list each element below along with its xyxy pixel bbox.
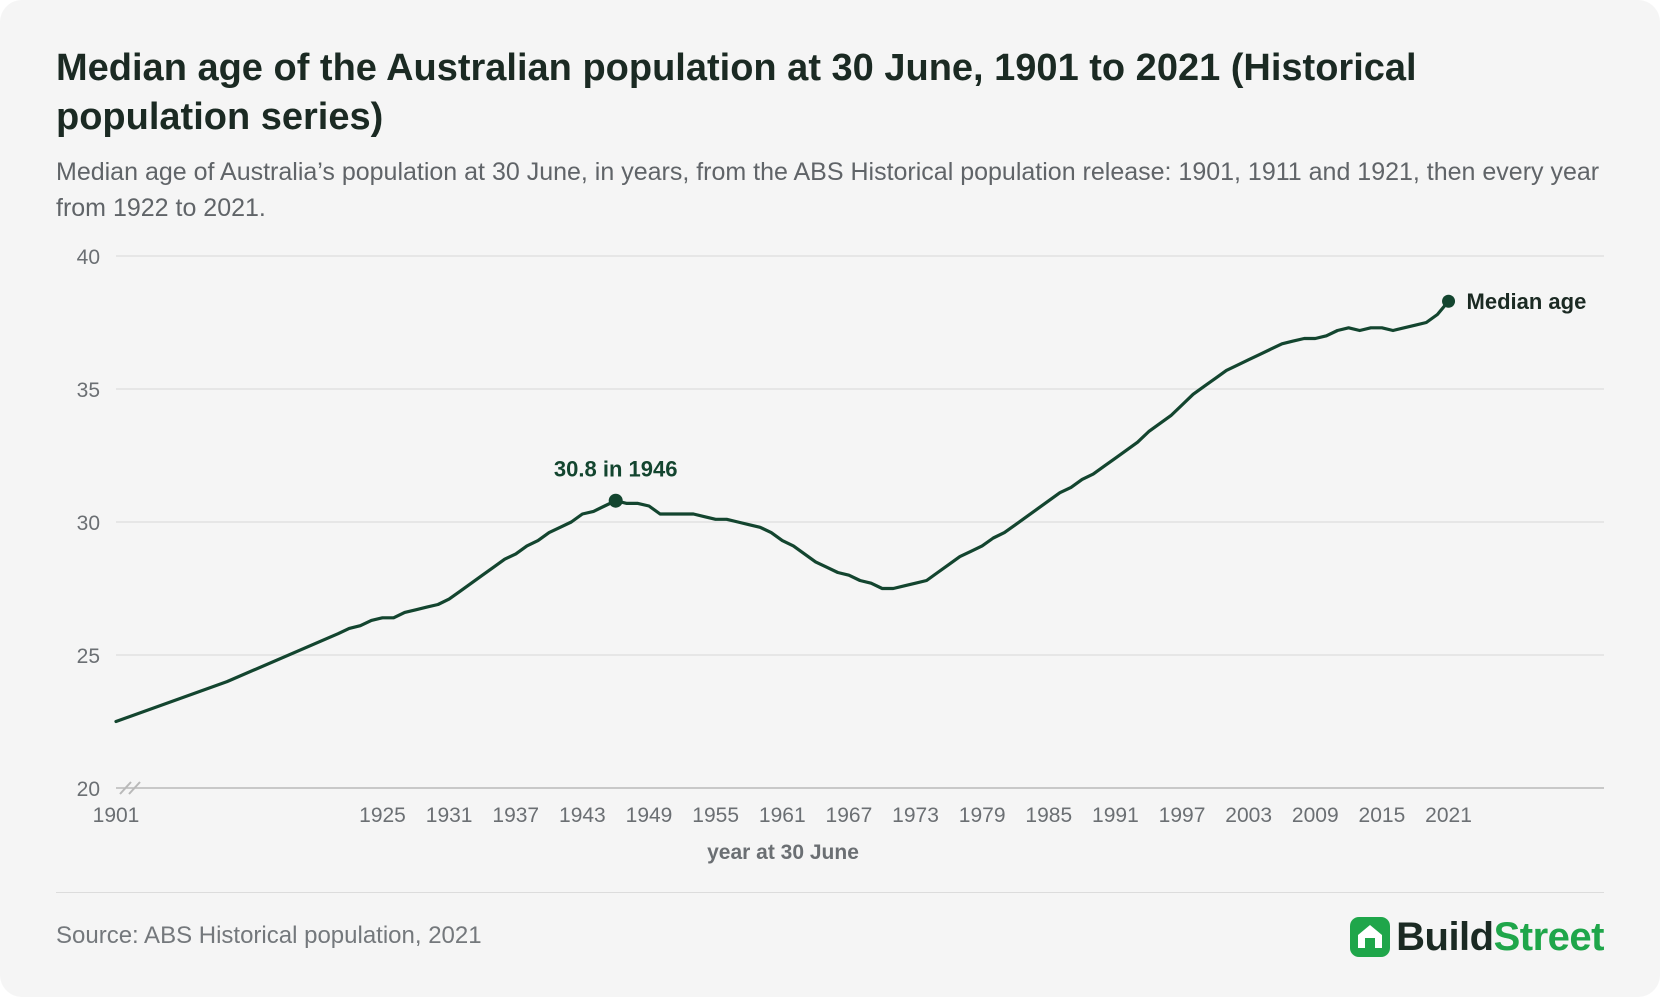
annotation-dot-1946 <box>608 493 623 508</box>
annotation-label-1946: 30.8 in 1946 <box>554 457 678 482</box>
x-tick-label-1991: 1991 <box>1092 804 1139 827</box>
x-tick-label-1985: 1985 <box>1025 804 1072 827</box>
y-axis-break-icon <box>119 781 141 795</box>
axis-break-stroke-2 <box>128 781 141 795</box>
y-tick-label-20: 20 <box>77 778 100 801</box>
x-tick-label-2003: 2003 <box>1225 804 1272 827</box>
chart-title: Median age of the Australian population … <box>56 47 1417 138</box>
footer-divider <box>56 892 1604 893</box>
x-tick-label-1961: 1961 <box>759 804 806 827</box>
x-axis-label: year at 30 June <box>707 841 859 864</box>
y-tick-label-30: 30 <box>77 512 100 535</box>
x-tick-label-1967: 1967 <box>826 804 873 827</box>
markers: 30.8 in 1946 Median age <box>554 289 1586 508</box>
x-tick-label-2015: 2015 <box>1359 804 1406 827</box>
x-tick-label-1955: 1955 <box>692 804 739 827</box>
x-tick-label-1931: 1931 <box>426 804 473 827</box>
x-tick-labels: 1901 1925 1931 1937 1943 1949 1955 1961 1967 1973… <box>93 804 1472 827</box>
x-tick-label-1901: 1901 <box>93 804 140 827</box>
x-tick-label-1949: 1949 <box>626 804 673 827</box>
source-note: Source: ABS Historical population, 2021 <box>56 922 482 949</box>
chart-subtitle: Median age of Australia’s population at … <box>56 158 1600 222</box>
end-dot <box>1442 294 1456 308</box>
y-tick-label-35: 35 <box>77 379 100 402</box>
gridlines <box>116 255 1604 789</box>
y-tick-labels: 20 25 30 35 40 <box>77 246 100 801</box>
series-line-median-age <box>114 299 1451 724</box>
x-tick-label-1943: 1943 <box>559 804 606 827</box>
x-tick-label-1997: 1997 <box>1159 804 1206 827</box>
y-tick-label-40: 40 <box>77 246 100 269</box>
x-tick-label-1925: 1925 <box>359 804 406 827</box>
x-tick-label-1973: 1973 <box>892 804 939 827</box>
y-tick-label-25: 25 <box>77 645 100 668</box>
axis-break-stroke-1 <box>119 781 132 795</box>
x-tick-label-2021: 2021 <box>1425 804 1472 827</box>
x-tick-label-1979: 1979 <box>959 804 1006 827</box>
brand-logo: BuildStreet <box>1350 915 1605 959</box>
series-end-label: Median age <box>1467 289 1587 314</box>
brand-name-part2: Street <box>1493 915 1605 959</box>
x-tick-label-1937: 1937 <box>492 804 539 827</box>
house-icon <box>1350 917 1391 957</box>
brand-name-part1: Build <box>1396 915 1494 959</box>
x-tick-label-2009: 2009 <box>1292 804 1339 827</box>
